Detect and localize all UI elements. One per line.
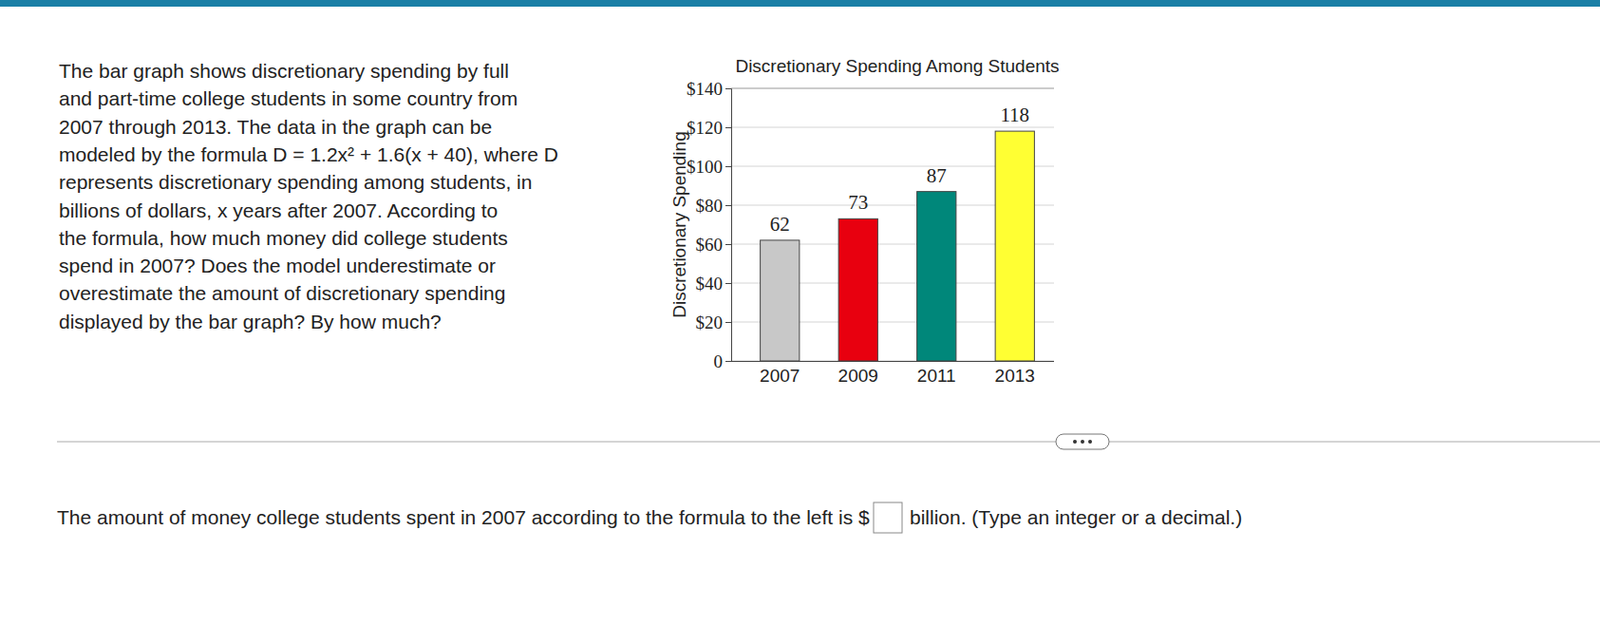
grid-line: [731, 127, 1055, 129]
y-tick-mark: [725, 205, 732, 207]
x-tick: 2009: [838, 360, 879, 386]
problem-line: and part-time college students in some c…: [58, 87, 518, 110]
y-tick-label: $100: [686, 156, 723, 177]
y-tick-label: $60: [696, 234, 724, 255]
x-tick-label: 2007: [759, 365, 800, 386]
y-tick-mark: [725, 88, 732, 90]
x-axis-line: [731, 360, 1055, 362]
grid: [731, 88, 1055, 361]
x-tick-label: 2011: [917, 365, 957, 386]
divider: [56, 441, 1600, 443]
bar: [995, 131, 1035, 361]
x-tick: 2013: [995, 360, 1036, 386]
y-axis: 0 $20 $40 $60 $80 $100 $120 $140: [686, 78, 733, 372]
more-dot[interactable]: [1080, 439, 1085, 444]
problem-line: spend in 2007? Does the model underestim…: [58, 254, 496, 277]
y-tick-label: $40: [696, 273, 724, 294]
page: The bar graph shows discretionary spendi…: [0, 0, 1600, 625]
y-tick-mark: [725, 166, 732, 168]
y-tick-label: $120: [686, 117, 723, 138]
problem-line: displayed by the bar graph? By how much?: [58, 310, 442, 333]
y-tick-label: 0: [714, 351, 724, 372]
y-tick: $60: [696, 234, 733, 255]
problem-line: The bar graph shows discretionary spendi…: [58, 59, 509, 82]
data-labels: 62 73 87 118: [770, 103, 1030, 236]
data-label: 73: [847, 190, 868, 214]
data-label: 62: [770, 212, 791, 236]
bar: [760, 240, 800, 361]
problem-line: 2007 through 2013. The data in the graph…: [58, 115, 492, 138]
grid-line: [731, 88, 1055, 90]
problem-line: billions of dollars, x years after 2007.…: [58, 199, 498, 222]
y-tick: $120: [686, 117, 732, 138]
y-tick-mark: [725, 360, 732, 362]
y-tick: $20: [696, 312, 733, 333]
x-tick-label: 2009: [838, 365, 879, 386]
problem-line: modeled by the formula D = 1.2x² + 1.6(x…: [58, 143, 559, 166]
answer-prompt: The amount of money college students spe…: [56, 506, 870, 528]
more-dot[interactable]: [1088, 439, 1092, 444]
x-tick: 2007: [759, 360, 800, 386]
y-tick-label: $80: [696, 195, 724, 216]
chart-title: Discretionary Spending Among Students: [734, 56, 1059, 76]
data-label: 87: [926, 164, 947, 188]
y-tick-mark: [725, 127, 732, 129]
y-tick-mark: [725, 321, 732, 323]
y-tick-label: $20: [696, 312, 724, 333]
y-tick-label: $140: [686, 78, 723, 99]
x-tick: 2011: [917, 360, 957, 386]
y-tick: $40: [696, 273, 733, 294]
y-tick: $100: [686, 156, 732, 177]
more-dot[interactable]: [1072, 439, 1077, 444]
bars: [760, 131, 1036, 361]
y-tick-mark: [725, 244, 732, 245]
more-button[interactable]: [1055, 433, 1110, 450]
x-tick-label: 2013: [995, 365, 1036, 386]
top-bar: [0, 0, 1600, 7]
y-tick: 0: [714, 351, 733, 372]
data-label: 118: [999, 103, 1030, 127]
problem-line: overestimate the amount of discretionary…: [58, 282, 506, 304]
x-axis: 2007 2009 2011 2013: [731, 360, 1055, 386]
bar: [917, 191, 957, 361]
problem-text: The bar graph shows discretionary spendi…: [58, 59, 559, 333]
problem-line: represents discretionary spending among …: [58, 170, 532, 193]
more-button-frame[interactable]: [1055, 433, 1110, 450]
problem-line: the formula, how much money did college …: [58, 226, 509, 249]
answer-input[interactable]: [873, 502, 903, 533]
answer-suffix: billion. (Type an integer or a decimal.): [909, 506, 1243, 528]
y-axis-line: [725, 89, 733, 362]
bar: [838, 218, 878, 361]
y-tick: $140: [686, 78, 732, 99]
y-tick-mark: [725, 282, 732, 284]
y-tick: $80: [696, 195, 733, 216]
